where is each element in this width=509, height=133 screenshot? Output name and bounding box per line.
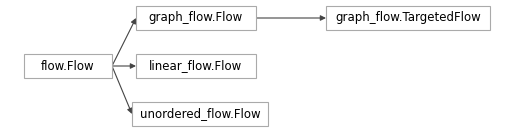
Text: graph_flow.TargetedFlow: graph_flow.TargetedFlow [335,11,481,24]
Bar [132,102,268,126]
Bar [136,6,256,30]
Text: linear_flow.Flow: linear_flow.Flow [149,59,243,72]
Text: graph_flow.Flow: graph_flow.Flow [149,11,243,24]
Bar [326,6,490,30]
Bar [24,54,112,78]
Bar [136,54,256,78]
Text: flow.Flow: flow.Flow [41,59,95,72]
Text: unordered_flow.Flow: unordered_flow.Flow [139,107,260,120]
